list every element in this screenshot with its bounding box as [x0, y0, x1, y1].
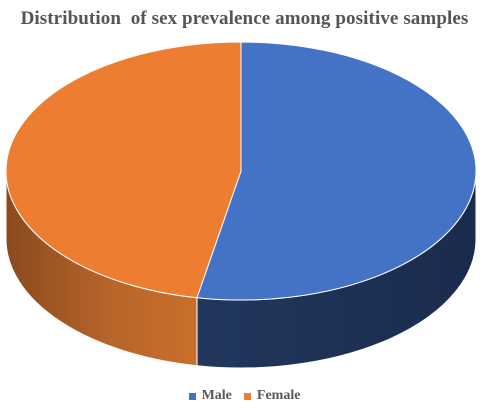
legend-label-male: Male: [201, 388, 232, 403]
legend-swatch-male: [188, 392, 196, 400]
chart-legend: Male Female: [0, 388, 489, 405]
pie-slice-male: [196, 41, 477, 301]
legend-swatch-female: [243, 392, 251, 400]
legend-item-female: Female: [243, 388, 301, 404]
legend-item-male: Male: [188, 388, 232, 404]
pie-tops: [5, 41, 477, 301]
pie-slice-female: [5, 41, 242, 299]
chart-title: Distribution of sex prevalence among pos…: [20, 8, 469, 29]
legend-label-female: Female: [256, 388, 301, 403]
